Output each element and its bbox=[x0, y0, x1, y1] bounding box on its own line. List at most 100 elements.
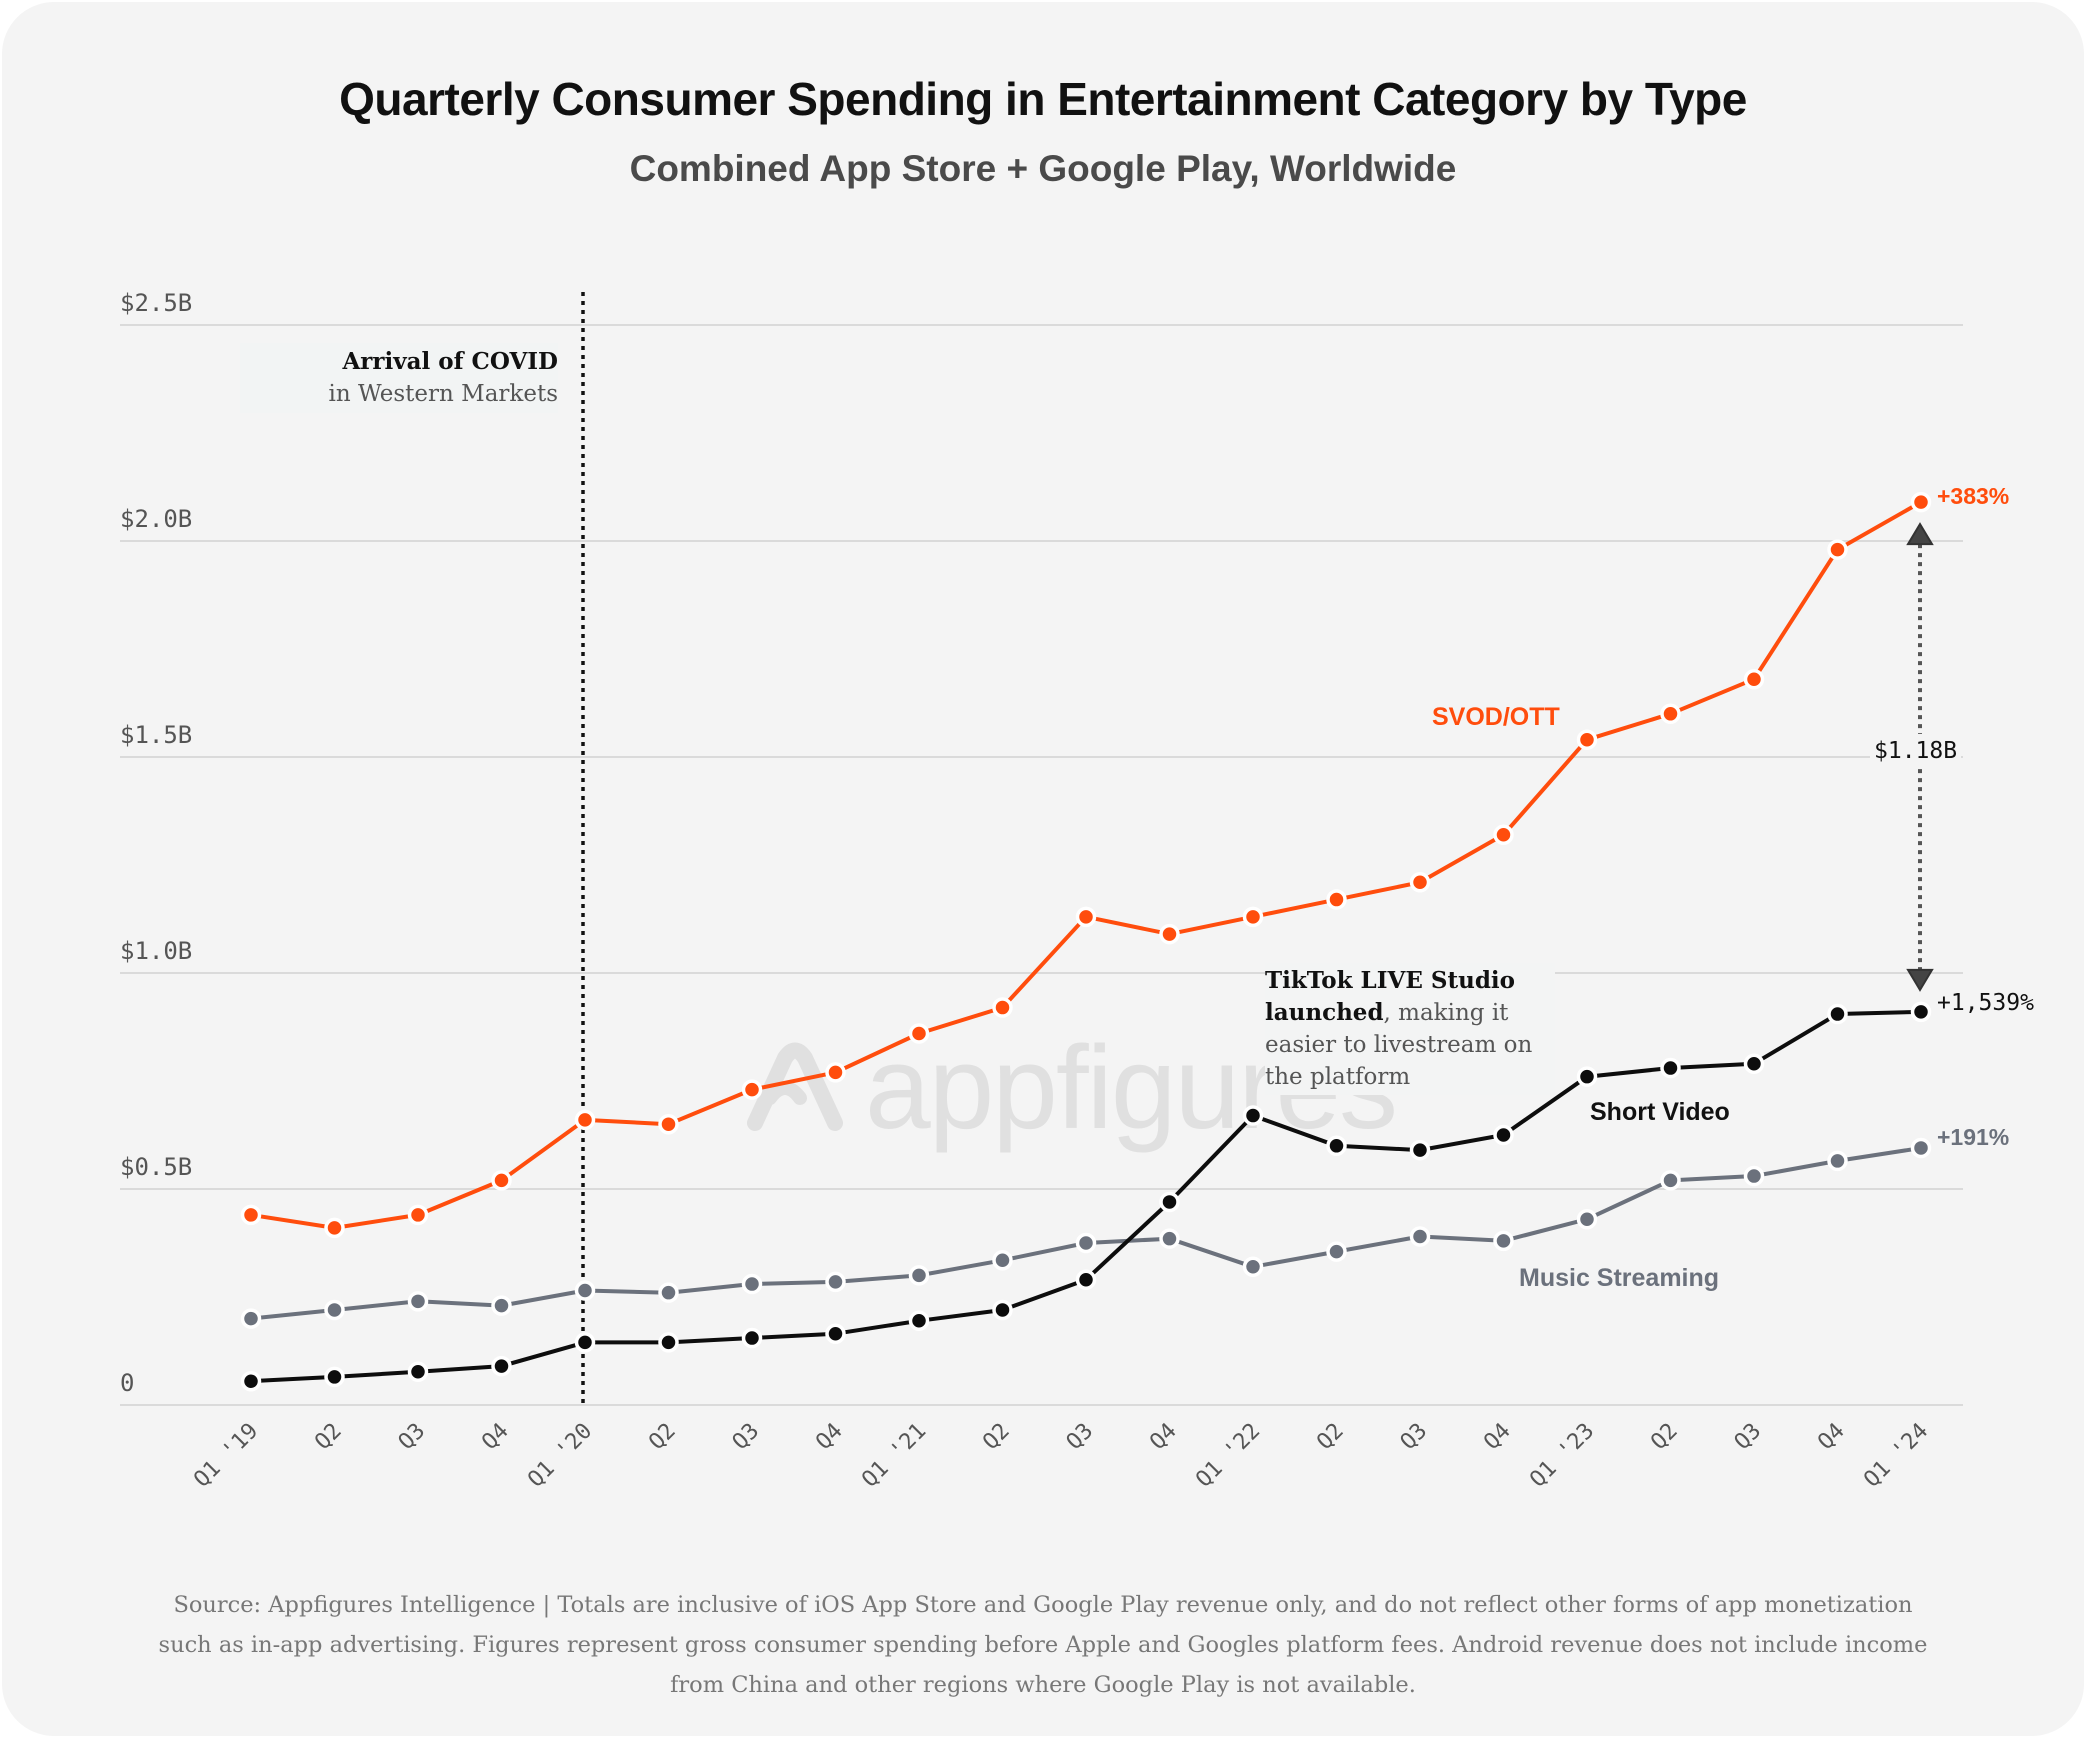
series-label-svod: SVOD/OTT bbox=[1432, 703, 1560, 731]
data-point-short-video bbox=[825, 1323, 846, 1344]
end-label-short-video: +1,539% bbox=[1937, 990, 2034, 1016]
tiktok-annotation-title: TikTok LIVE Studio launched bbox=[1265, 967, 1515, 1026]
x-tick-label: Q2 bbox=[978, 1419, 1014, 1455]
data-point-svod bbox=[1743, 668, 1765, 690]
data-point-short-video bbox=[992, 1299, 1013, 1321]
series-points bbox=[240, 491, 1932, 1392]
data-point-svod bbox=[324, 1217, 345, 1239]
x-tick-label: Q3 bbox=[1730, 1419, 1766, 1455]
x-tick-label: Q1 '21 bbox=[857, 1419, 931, 1493]
data-point-short-video bbox=[1242, 1105, 1264, 1126]
data-point-short-video bbox=[658, 1332, 679, 1353]
data-point-short-video bbox=[407, 1361, 429, 1382]
data-point-short-video bbox=[741, 1327, 763, 1349]
data-point-short-video bbox=[1660, 1057, 1681, 1079]
y-tick-label: $1.5B bbox=[120, 721, 192, 749]
x-tick-label: Q1 '20 bbox=[523, 1419, 597, 1493]
data-point-svod bbox=[407, 1204, 429, 1226]
gap-value-label: $1.18B bbox=[1870, 734, 1962, 768]
x-tick-label: Q2 bbox=[1312, 1419, 1348, 1455]
data-point-music bbox=[574, 1280, 596, 1301]
end-label-music: +191% bbox=[1937, 1124, 2010, 1150]
data-point-short-video bbox=[1493, 1124, 1514, 1146]
data-point-short-video bbox=[1409, 1139, 1431, 1161]
data-point-short-video bbox=[324, 1366, 345, 1388]
data-point-music bbox=[491, 1295, 512, 1316]
x-tick-label: Q2 bbox=[1646, 1419, 1682, 1455]
series-label-music: Music Streaming bbox=[1519, 1264, 1720, 1292]
y-tick-label: $0.5B bbox=[120, 1153, 192, 1181]
series-label-short-video: Short Video bbox=[1590, 1098, 1730, 1126]
data-point-svod bbox=[658, 1113, 679, 1135]
data-point-music bbox=[741, 1273, 763, 1295]
data-point-short-video bbox=[1326, 1135, 1347, 1157]
data-point-svod bbox=[1660, 703, 1681, 725]
arrow-up-icon bbox=[1906, 522, 1934, 546]
data-point-short-video bbox=[1910, 1001, 1932, 1023]
x-tick-label: Q4 bbox=[811, 1419, 847, 1455]
y-tick-label: $2.5B bbox=[120, 289, 192, 317]
x-tick-label: Q3 bbox=[1062, 1419, 1098, 1455]
x-tick-label: Q4 bbox=[1813, 1419, 1849, 1455]
tiktok-annotation: TikTok LIVE Studio launched, making it e… bbox=[1265, 963, 1555, 1095]
chart-title: Quarterly Consumer Spending in Entertain… bbox=[339, 73, 1747, 125]
x-tick-label: Q4 bbox=[477, 1419, 513, 1455]
data-point-short-video bbox=[491, 1355, 512, 1377]
x-tick-label: Q4 bbox=[1145, 1419, 1181, 1455]
chart-subtitle: Combined App Store + Google Play, Worldw… bbox=[629, 148, 1457, 189]
data-point-music bbox=[407, 1291, 429, 1312]
data-point-short-video bbox=[574, 1332, 596, 1353]
data-point-svod bbox=[1326, 889, 1347, 910]
data-point-svod bbox=[992, 997, 1013, 1018]
x-tick-label: Q3 bbox=[728, 1419, 764, 1455]
data-point-svod bbox=[240, 1204, 262, 1226]
data-point-svod bbox=[1576, 729, 1598, 750]
x-tick-label: Q3 bbox=[1396, 1419, 1432, 1455]
y-axis-ticks: 0 $0.5B $1.0B $1.5B $2.0B $2.5B bbox=[120, 289, 192, 1397]
data-point-short-video bbox=[1743, 1053, 1765, 1074]
data-point-svod bbox=[1242, 906, 1264, 928]
data-point-music bbox=[1660, 1170, 1681, 1191]
data-point-svod bbox=[1910, 491, 1932, 513]
data-point-music bbox=[1910, 1137, 1932, 1159]
end-label-svod: +383% bbox=[1937, 483, 2010, 509]
data-point-svod bbox=[908, 1023, 930, 1044]
data-point-music bbox=[658, 1282, 679, 1303]
data-point-music bbox=[825, 1271, 846, 1293]
tiktok-annotation-detail: , making it easier to livestream on the … bbox=[1265, 1000, 1533, 1090]
x-tick-label: Q1 '19 bbox=[189, 1419, 263, 1493]
x-tick-label: Q3 bbox=[394, 1419, 430, 1455]
x-tick-label: Q1 '22 bbox=[1191, 1419, 1265, 1493]
data-point-music bbox=[908, 1265, 930, 1286]
y-tick-label: 0 bbox=[120, 1369, 134, 1397]
x-tick-label: Q1 '23 bbox=[1525, 1419, 1599, 1493]
data-point-music bbox=[1409, 1226, 1431, 1247]
x-tick-label: Q1 '24 bbox=[1859, 1419, 1933, 1493]
data-point-music bbox=[1493, 1230, 1514, 1252]
data-point-short-video bbox=[908, 1310, 930, 1332]
data-point-music bbox=[992, 1250, 1013, 1271]
source-footnote: Source: Appfigures Intelligence | Totals… bbox=[158, 1592, 1928, 1698]
data-point-svod bbox=[491, 1170, 512, 1191]
data-point-music bbox=[1576, 1208, 1598, 1230]
appfigures-logo-icon bbox=[747, 1042, 843, 1131]
data-point-svod bbox=[1409, 872, 1431, 893]
data-point-svod bbox=[741, 1079, 763, 1100]
gap-arrow bbox=[1906, 522, 1934, 992]
data-point-svod bbox=[1493, 824, 1514, 846]
x-tick-label: Q2 bbox=[310, 1419, 346, 1455]
data-point-music bbox=[1159, 1228, 1180, 1249]
data-point-svod bbox=[825, 1062, 846, 1083]
covid-annotation-title: Arrival of COVID bbox=[342, 348, 558, 375]
data-point-music bbox=[1075, 1232, 1097, 1254]
data-point-svod bbox=[1827, 539, 1848, 560]
data-point-svod bbox=[1075, 906, 1097, 928]
data-point-short-video bbox=[1576, 1066, 1598, 1087]
data-point-svod bbox=[574, 1109, 596, 1131]
data-point-music bbox=[240, 1308, 262, 1329]
x-axis-ticks: Q1 '19 Q2 Q3 Q4 Q1 '20 Q2 Q3 Q4 Q1 '21 Q2 Q3 Q4 Q1 '… bbox=[189, 1419, 1933, 1493]
data-point-music bbox=[324, 1299, 345, 1321]
covid-annotation: Arrival of COVID in Western Markets bbox=[240, 343, 558, 413]
gridlines bbox=[120, 324, 1963, 1406]
